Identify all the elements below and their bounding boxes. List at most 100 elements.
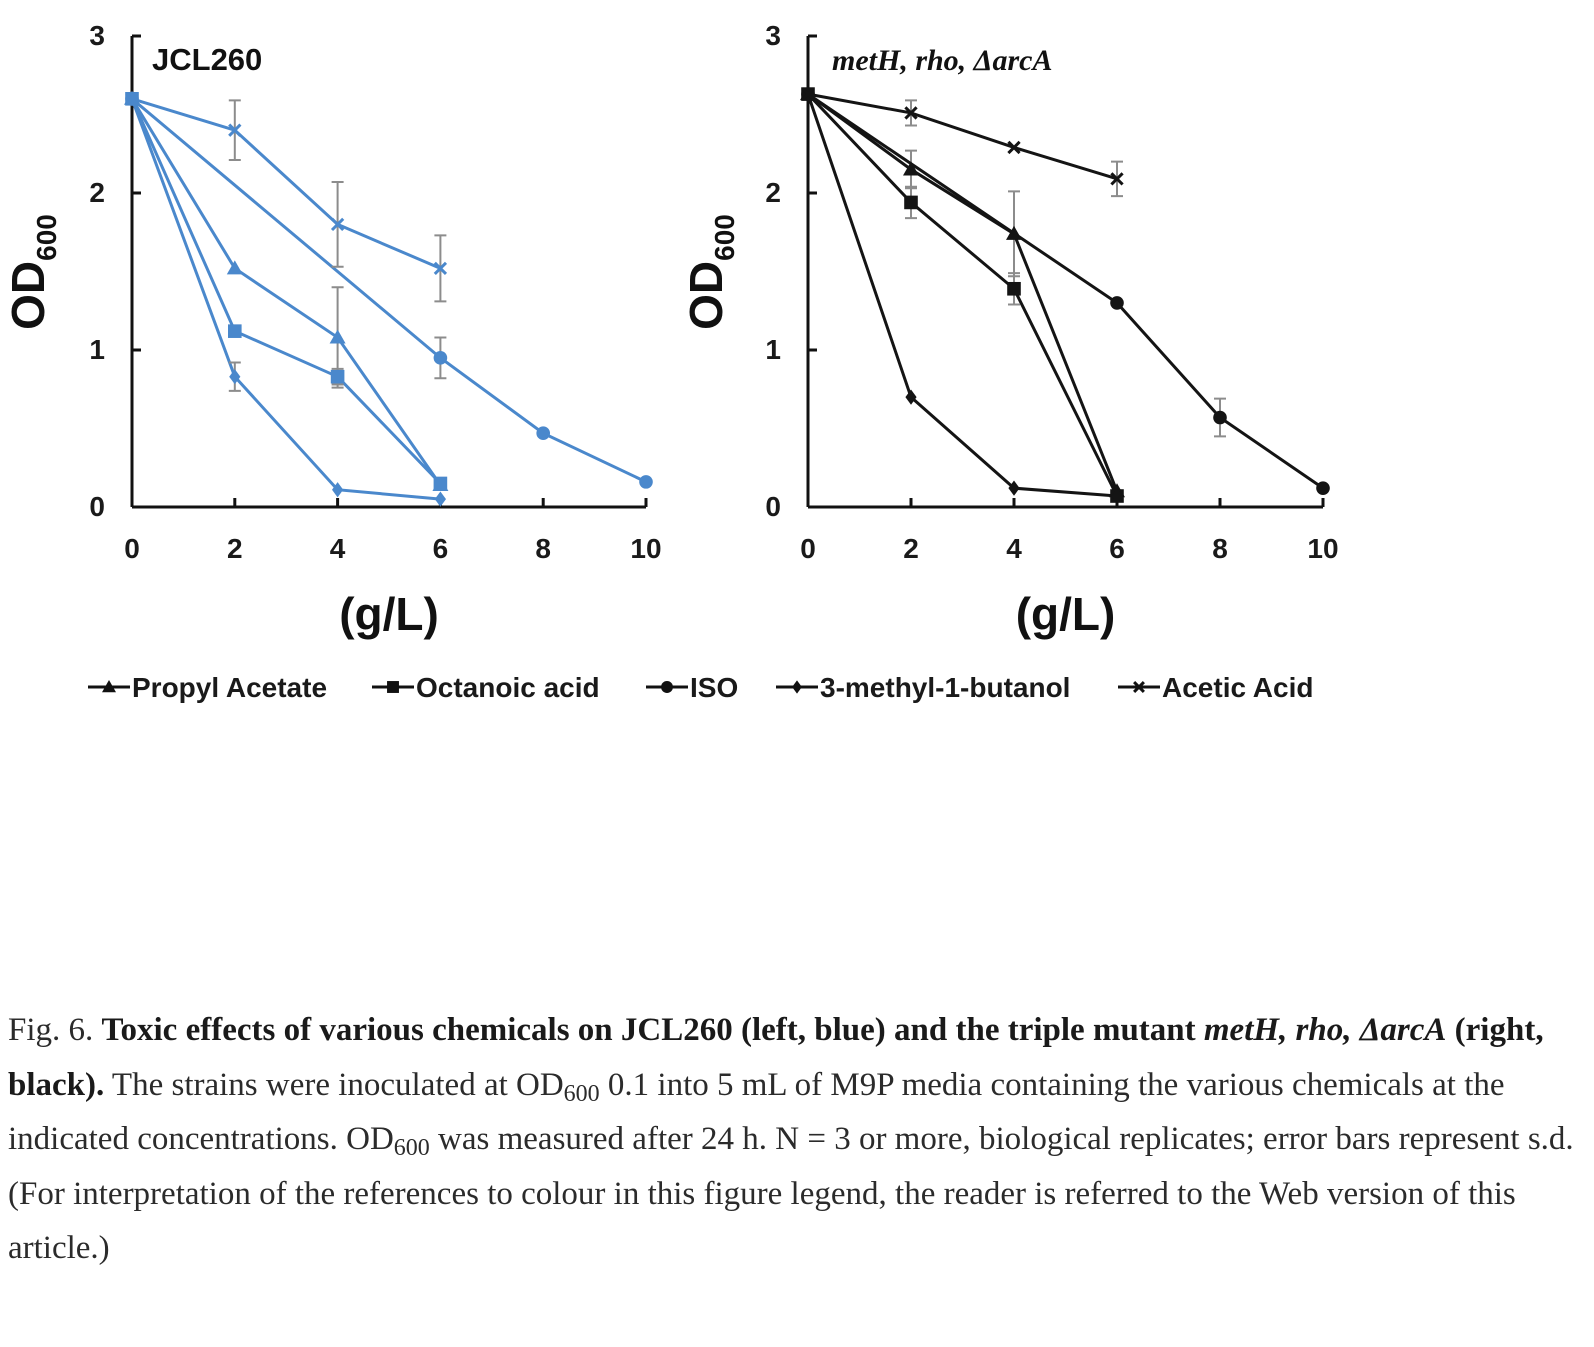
data-point xyxy=(904,106,918,120)
x-axis-label: (g/L) xyxy=(339,588,439,640)
caption-bold-2: (right, black). xyxy=(8,1012,1544,1103)
y-axis-label-main: OD xyxy=(680,261,732,330)
data-point xyxy=(330,369,345,384)
caption-text-2: 0.1 into 5 mL of M9P media containing th… xyxy=(8,1066,1505,1158)
data-point xyxy=(1213,410,1227,425)
data-point xyxy=(329,329,346,344)
data-point xyxy=(1007,140,1021,155)
data-point xyxy=(125,92,139,106)
series-octanoic-acid xyxy=(125,92,448,491)
caption-text-3: was measured after 24 h. N = 3 or more, … xyxy=(8,1121,1574,1266)
legend-label: 3-methyl-1-butanol xyxy=(820,672,1070,703)
caption-bold-1: Toxic effects of various chemicals on JC… xyxy=(101,1012,1204,1048)
x-tick-label: 6 xyxy=(433,533,449,564)
y-axis-label-main: OD xyxy=(2,261,54,330)
series-propyl-acetate xyxy=(800,86,1125,498)
y-tick-label: 2 xyxy=(765,177,781,208)
y-tick-label: 0 xyxy=(765,491,781,522)
x-axis-label: (g/L) xyxy=(1016,588,1116,640)
data-point xyxy=(332,482,344,498)
y-axis-label-sub: 600 xyxy=(31,214,62,261)
caption-text-1: The strains were inoculated at OD xyxy=(104,1066,564,1103)
series-line xyxy=(130,98,442,486)
y-tick-label: 1 xyxy=(765,334,781,365)
series-line xyxy=(130,98,442,485)
data-point xyxy=(903,161,919,176)
caption-sub-2: 600 xyxy=(393,1135,430,1161)
data-point xyxy=(801,87,815,101)
data-point xyxy=(905,389,917,405)
caption-bold-italic: metH, rho, ΔarcA xyxy=(1203,1012,1447,1048)
legend-item-propyl-acetate: Propyl Acetate xyxy=(88,672,327,703)
series-line xyxy=(807,92,1324,490)
panel-title: metH, rho, ΔarcA xyxy=(832,44,1053,77)
series-line xyxy=(130,98,441,501)
data-point xyxy=(433,261,448,276)
data-point xyxy=(330,217,345,232)
y-axis-label: OD600 xyxy=(680,214,740,330)
series-acetic-acid xyxy=(125,92,448,303)
data-point xyxy=(1008,480,1020,496)
legend-marker-circle xyxy=(661,681,673,693)
legend: Propyl Acetate Octanoic acid ISO 3-methyl-1… xyxy=(88,672,1313,703)
series-line xyxy=(131,97,441,270)
series-line xyxy=(131,97,647,484)
data-point xyxy=(433,476,448,491)
x-tick-label: 6 xyxy=(1109,533,1125,564)
x-tick-label: 0 xyxy=(800,533,816,564)
x-tick-label: 8 xyxy=(535,533,551,564)
y-tick-label: 0 xyxy=(89,491,105,522)
data-point xyxy=(904,195,918,210)
legend-label: Acetic Acid xyxy=(1162,672,1313,703)
right-panel-triple-mutant: 0 2 4 6 8 10 0 1 2 3 OD600 (g/L) metH, rho, ΔarcA xyxy=(680,20,1339,640)
x-tick-label: 4 xyxy=(330,533,346,564)
legend-label: ISO xyxy=(690,672,738,703)
legend-marker-diamond xyxy=(792,680,802,694)
figure-caption: Fig. 6. Toxic effects of various chemica… xyxy=(8,1003,1588,1276)
data-point xyxy=(536,426,550,441)
caption-sub-1: 600 xyxy=(563,1080,600,1107)
y-tick-label: 3 xyxy=(89,20,105,51)
legend-item-octanoic-acid: Octanoic acid xyxy=(372,672,600,703)
series-line xyxy=(807,92,1119,492)
data-point xyxy=(1111,488,1123,504)
legend-item-iso: ISO xyxy=(646,672,738,703)
data-point xyxy=(1007,281,1021,296)
y-tick-label: 2 xyxy=(89,177,105,208)
x-tick-label: 8 xyxy=(1212,533,1228,564)
series-octanoic-acid xyxy=(801,87,1124,503)
left-panel-jcl260: 0 2 4 6 8 10 0 1 2 3 OD600 (g/L) JCL260 xyxy=(2,20,662,640)
series-line xyxy=(806,93,1118,498)
legend-label: Octanoic acid xyxy=(416,672,600,703)
series-3-methyl-1-butanol xyxy=(802,86,1123,504)
legend-marker-x xyxy=(1133,681,1145,693)
legend-item-acetic-acid: Acetic Acid xyxy=(1118,672,1313,703)
x-tick-label: 0 xyxy=(124,533,140,564)
data-point xyxy=(228,123,242,137)
y-axis-label: OD600 xyxy=(2,214,62,330)
x-tick-label: 10 xyxy=(1307,533,1338,564)
legend-item-3-methyl-1-butanol: 3-methyl-1-butanol xyxy=(776,672,1070,703)
legend-marker-triangle xyxy=(102,680,116,693)
y-axis-label-sub: 600 xyxy=(709,214,740,261)
x-tick-label: 2 xyxy=(227,533,243,564)
panel-title: JCL260 xyxy=(152,42,262,77)
y-tick-label: 1 xyxy=(89,334,105,365)
x-tick-label: 2 xyxy=(903,533,919,564)
x-tick-label: 10 xyxy=(630,533,661,564)
data-point xyxy=(1110,296,1124,310)
data-point xyxy=(433,351,448,365)
caption-prefix: Fig. 6. xyxy=(8,1012,102,1048)
data-point xyxy=(1316,481,1330,495)
data-point xyxy=(1110,172,1124,186)
series-line xyxy=(807,92,1118,181)
data-point xyxy=(228,324,242,338)
legend-label: Propyl Acetate xyxy=(132,672,327,703)
y-tick-label: 3 xyxy=(765,20,781,51)
x-tick-label: 4 xyxy=(1006,533,1022,564)
series-acetic-acid xyxy=(801,87,1124,198)
series-line xyxy=(806,93,1119,497)
data-point xyxy=(434,491,446,507)
data-point xyxy=(229,369,241,385)
